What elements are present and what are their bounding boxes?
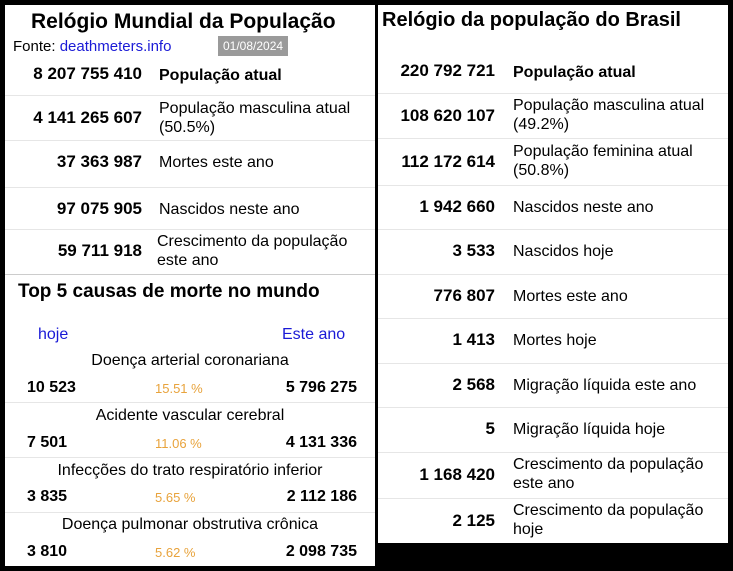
brazil-population-panel: Relógio da população do Brasil 220 792 7… [378,5,728,543]
cause-row: Acidente vascular cerebral 7 501 11.06 %… [5,403,375,458]
cause-percent: 15.51 % [155,381,203,396]
brazil-stat-label: Migração líquida hoje [513,421,666,438]
world-stat-label: Mortes este ano [159,154,274,171]
brazil-stat-row: 3 533 Nascidos hoje [378,229,728,275]
cause-row: Infecções do trato respiratório inferior… [5,458,375,513]
cause-year: 4 131 336 [285,434,357,451]
world-title: Relógio Mundial da População [31,10,336,33]
brazil-stat-row: 776 807 Mortes este ano [378,274,728,319]
date-badge: 01/08/2024 [218,36,289,56]
world-stat-value: 37 363 987 [56,152,142,171]
brazil-stat-row: 2 125 Crescimento da população hoje [378,498,728,543]
world-stat-label: População atual [159,67,282,84]
cause-name: Acidente vascular cerebral [95,407,285,424]
cause-percent: 5.62 % [155,545,196,560]
causes-col-year: Este ano [282,326,346,343]
brazil-stat-value: 1 413 [452,330,495,349]
cause-today: 3 810 [27,543,68,560]
brazil-stat-value: 776 807 [433,286,495,305]
brazil-stat-row: 1 168 420 Crescimento da população este … [378,452,728,499]
world-stat-row: 97 075 905 Nascidos neste ano [5,187,375,230]
brazil-stat-row: 112 172 614 População feminina atual (50… [378,138,728,186]
brazil-stat-value: 5 [485,419,495,438]
causes-col-today: hoje [38,326,69,343]
cause-name: Doença arterial coronariana [91,352,289,369]
brazil-stat-row: 220 792 721 População atual [378,49,728,94]
cause-name: Infecções do trato respiratório inferior [57,462,323,479]
source-link[interactable]: deathmeters.info [59,38,172,55]
brazil-stat-label: População masculina atual (49.2%) [513,97,705,133]
world-stat-label: Nascidos neste ano [159,201,300,218]
world-stat-value: 8 207 755 410 [33,64,142,83]
cause-row: Doença arterial coronariana 10 523 15.51… [5,348,375,403]
brazil-stat-value: 1 942 660 [419,197,495,216]
causes-title: Top 5 causas de morte no mundo [18,281,320,302]
brazil-stat-row: 108 620 107 População masculina atual (4… [378,93,728,139]
world-stat-value: 59 711 918 [57,241,142,260]
source-line: Fonte: deathmeters.info [13,38,171,55]
world-stat-row: 37 363 987 Mortes este ano [5,140,375,188]
world-stat-row: 4 141 265 607 População masculina atual … [5,95,375,141]
brazil-stat-row: 1 942 660 Nascidos neste ano [378,185,728,230]
brazil-stat-value: 220 792 721 [400,61,495,80]
world-stat-value: 97 075 905 [56,199,142,218]
cause-name: Doença pulmonar obstrutiva crônica [61,516,319,533]
brazil-stat-value: 1 168 420 [419,465,495,484]
brazil-stat-value: 2 125 [452,511,495,530]
cause-today: 3 835 [27,488,68,505]
cause-today: 10 523 [27,379,76,396]
brazil-stat-row: 1 413 Mortes hoje [378,318,728,364]
brazil-stat-value: 3 533 [452,241,495,260]
cause-today: 7 501 [27,434,68,451]
brazil-stat-label: Nascidos hoje [513,243,614,260]
world-stat-row: 59 711 918 Crescimento da população este… [5,229,375,275]
cause-year: 2 098 735 [285,543,357,560]
brazil-stat-row: 5 Migração líquida hoje [378,407,728,453]
cause-row: Doença pulmonar obstrutiva crônica 3 810… [5,512,375,566]
brazil-stat-label: População atual [513,64,636,81]
world-stat-value: 4 141 265 607 [33,108,142,127]
brazil-stat-value: 112 172 614 [401,152,495,171]
source-label: Fonte: [13,38,56,55]
brazil-stat-row: 2 568 Migração líquida este ano [378,363,728,408]
brazil-title: Relógio da população do Brasil [382,9,681,31]
world-stat-row: 8 207 755 410 População atual [5,55,375,96]
cause-year: 5 796 275 [285,379,357,396]
brazil-stat-label: População feminina atual (50.8%) [513,143,693,179]
brazil-stat-value: 2 568 [452,375,495,394]
world-stat-label: Crescimento da população este ano [157,233,348,269]
brazil-stat-label: Mortes hoje [513,332,597,349]
brazil-stat-label: Mortes este ano [513,288,628,305]
brazil-stat-label: Crescimento da população hoje [513,502,704,538]
world-stat-label: População masculina atual (50.5%) [159,100,351,136]
cause-year: 2 112 186 [286,488,357,505]
brazil-stat-label: Migração líquida este ano [513,377,697,394]
cause-percent: 11.06 % [155,436,202,451]
cause-percent: 5.65 % [155,490,196,505]
brazil-stat-value: 108 620 107 [400,106,495,125]
world-population-panel: Relógio Mundial da População Fonte: deat… [5,5,375,566]
brazil-stat-label: Crescimento da população este ano [513,456,704,492]
brazil-stat-label: Nascidos neste ano [513,199,654,216]
